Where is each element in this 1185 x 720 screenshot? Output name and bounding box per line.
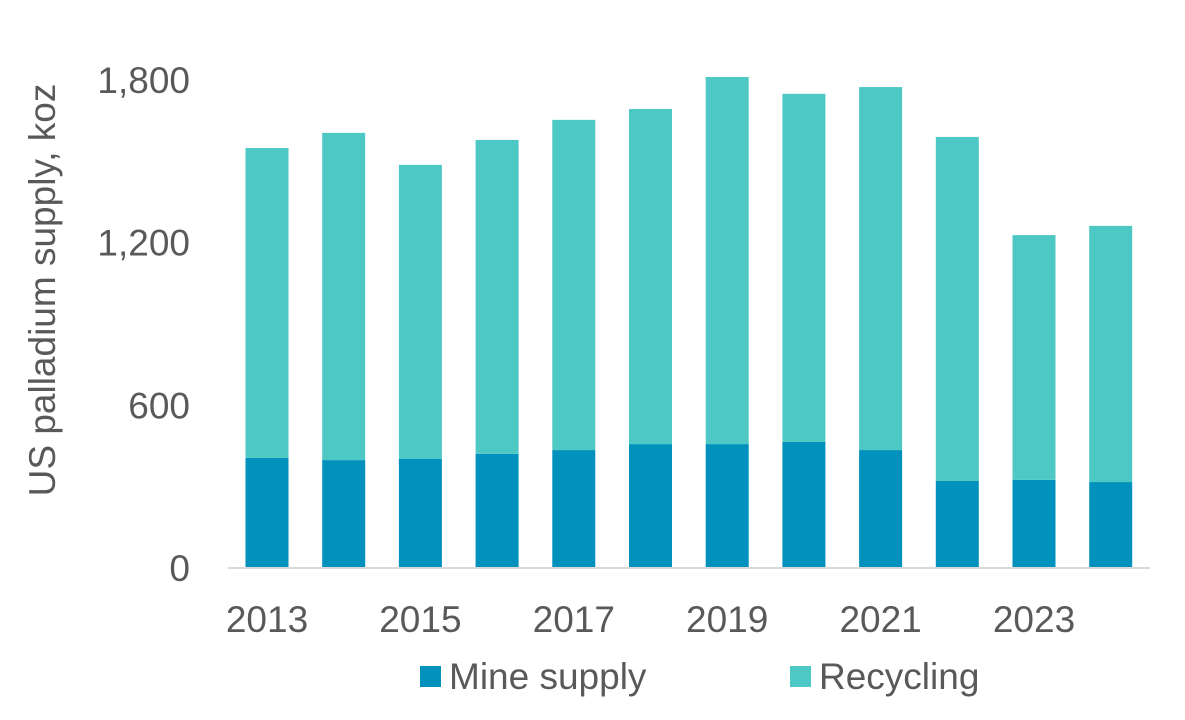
legend-swatch-mine-supply (420, 666, 441, 687)
legend-label: Recycling (819, 656, 979, 697)
bar-mine-supply-2021 (859, 450, 903, 568)
bar-mine-supply-2017 (552, 450, 596, 568)
y-tick-label: 1,800 (97, 60, 190, 101)
x-tick-labels: 2013 2015 2017 2019 2021 2023 (226, 599, 1075, 640)
bar-recycling-2013 (245, 148, 289, 458)
bar-recycling-2020 (782, 93, 826, 442)
x-tick-label: 2019 (686, 599, 768, 640)
bar-mine-supply-2016 (475, 453, 519, 568)
legend-swatch-recycling (790, 666, 811, 687)
bar-recycling-2015 (398, 164, 442, 460)
y-axis-title: US palladium supply, koz (22, 84, 63, 497)
bar-mine-supply-2022 (935, 480, 979, 568)
bar-mine-supply-2019 (705, 444, 749, 568)
bar-recycling-2024 (1089, 225, 1133, 483)
y-tick-labels: 0 600 1,200 1,800 (97, 60, 190, 589)
bar-recycling-2014 (322, 132, 366, 461)
x-tick-label: 2023 (993, 599, 1075, 640)
bar-mine-supply-2024 (1089, 482, 1133, 568)
bar-recycling-2023 (1012, 235, 1056, 480)
bar-mine-supply-2018 (629, 444, 672, 568)
x-tick-label: 2017 (533, 599, 615, 640)
y-tick-label: 0 (169, 548, 190, 589)
bar-recycling-2021 (859, 87, 903, 451)
bar-mine-supply-2015 (398, 459, 442, 568)
x-tick-label: 2013 (226, 599, 308, 640)
bar-recycling-2017 (552, 119, 596, 451)
bar-mine-supply-2023 (1012, 479, 1056, 568)
bar-recycling-2016 (475, 139, 519, 454)
bars-group (245, 77, 1133, 568)
y-tick-label: 600 (128, 385, 190, 426)
bar-recycling-2019 (705, 77, 749, 445)
bar-mine-supply-2013 (245, 457, 289, 568)
bar-mine-supply-2020 (782, 441, 826, 568)
legend: Mine supply Recycling (420, 656, 979, 697)
x-tick-label: 2015 (379, 599, 461, 640)
bar-recycling-2018 (629, 109, 672, 445)
legend-label: Mine supply (449, 656, 647, 697)
x-tick-label: 2021 (839, 599, 921, 640)
bar-mine-supply-2014 (322, 460, 366, 568)
bar-recycling-2022 (935, 136, 979, 481)
y-tick-label: 1,200 (97, 223, 190, 264)
